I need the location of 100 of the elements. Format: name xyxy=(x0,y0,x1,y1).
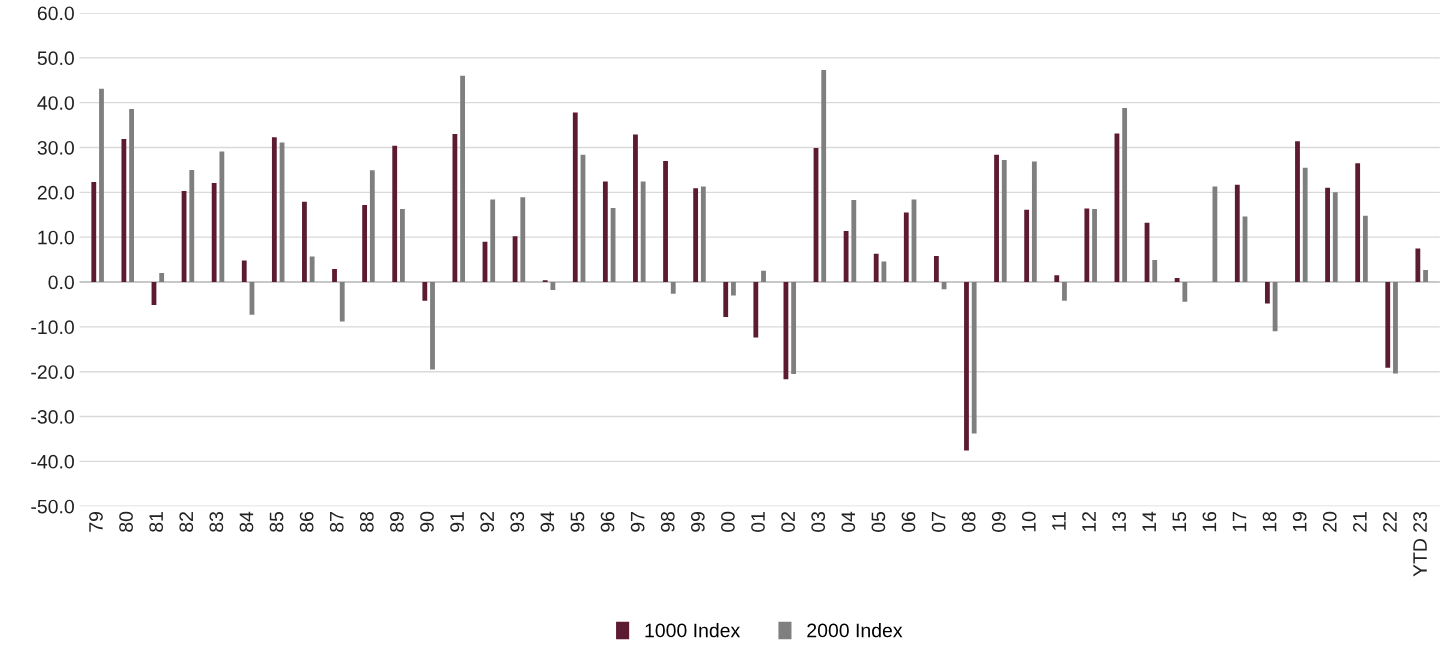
x-tick-label: 01 xyxy=(751,512,765,532)
x-tick-label: 20 xyxy=(1322,511,1337,532)
bar xyxy=(964,282,969,451)
x-tick-label: 05 xyxy=(871,511,886,532)
y-tick-label: 60.0 xyxy=(37,6,74,21)
x-tick-label: 85 xyxy=(269,511,284,532)
bar xyxy=(1122,108,1128,283)
x-tick-label: 16 xyxy=(1202,511,1217,532)
bar xyxy=(1325,187,1330,283)
bar xyxy=(761,270,766,283)
bar xyxy=(520,197,526,283)
x-tick-label: 22 xyxy=(1383,512,1397,532)
bar xyxy=(723,282,729,317)
y-tick-label: 50.0 xyxy=(37,51,74,66)
bar xyxy=(1264,282,1270,304)
bar xyxy=(309,256,315,283)
bar xyxy=(550,282,556,291)
bar xyxy=(1031,161,1037,283)
bar xyxy=(633,134,638,283)
bar xyxy=(362,204,368,283)
bar xyxy=(219,151,225,283)
bar xyxy=(1302,167,1308,283)
legend-label: 2000 Index xyxy=(807,623,903,638)
x-tick-label: 97 xyxy=(630,512,645,532)
bar xyxy=(572,112,578,283)
x-tick-label: 12 xyxy=(1082,512,1096,532)
bar xyxy=(903,212,909,283)
x-tick-label: 15 xyxy=(1172,511,1187,532)
bar xyxy=(1415,248,1421,283)
x-tick-label: 89 xyxy=(390,512,404,532)
bar xyxy=(1054,275,1060,283)
x-tick-label: 92 xyxy=(480,512,495,532)
bar xyxy=(189,169,195,283)
bar xyxy=(1385,282,1391,368)
bar xyxy=(1182,282,1188,302)
y-tick-label: 10.0 xyxy=(38,230,74,245)
bar xyxy=(1001,160,1007,283)
x-tick-label: 95 xyxy=(570,511,585,532)
x-tick-label: 79 xyxy=(89,512,103,532)
bar xyxy=(1272,282,1278,332)
bar xyxy=(933,256,939,283)
bar xyxy=(1393,282,1398,374)
x-tick-label: 13 xyxy=(1112,511,1126,532)
bar xyxy=(791,282,797,374)
x-tick-label: 80 xyxy=(119,511,133,532)
bar xyxy=(129,108,134,283)
x-tick-label: 21 xyxy=(1352,512,1367,532)
bar xyxy=(693,188,699,283)
y-tick-label: -30.0 xyxy=(31,410,74,424)
bar xyxy=(1092,208,1097,283)
x-tick-label: 03 xyxy=(811,511,826,532)
x-tick-label: YTD 23 xyxy=(1413,511,1427,577)
bar xyxy=(452,134,458,283)
x-tick-label: 88 xyxy=(359,511,374,532)
bar xyxy=(753,282,759,338)
x-tick-label: 11 xyxy=(1052,512,1066,530)
bar xyxy=(460,75,466,283)
bar xyxy=(1362,215,1368,283)
bar xyxy=(1234,184,1240,283)
bar xyxy=(271,137,277,283)
x-tick-label: 00 xyxy=(721,511,735,532)
bar xyxy=(1423,269,1428,283)
x-tick-label: 09 xyxy=(991,512,1006,532)
x-tick-label: 17 xyxy=(1232,512,1247,532)
x-tick-label: 08 xyxy=(961,511,976,532)
bar xyxy=(670,282,676,294)
x-tick-label: 84 xyxy=(239,511,254,532)
bar xyxy=(731,282,736,296)
bar xyxy=(843,230,849,283)
x-tick-label: 10 xyxy=(1021,511,1036,532)
x-tick-label: 07 xyxy=(931,512,946,532)
x-tick-label: 98 xyxy=(660,511,675,532)
x-tick-label: 81 xyxy=(149,512,164,532)
bar xyxy=(1024,209,1030,283)
bar xyxy=(211,182,217,283)
x-tick-label: 99 xyxy=(690,512,705,532)
bar xyxy=(851,199,857,283)
y-tick-label: -40.0 xyxy=(31,454,74,469)
bar xyxy=(873,253,879,283)
bar xyxy=(1084,208,1090,283)
x-tick-label: 19 xyxy=(1292,512,1307,532)
bar xyxy=(159,273,165,283)
bar xyxy=(121,138,127,283)
x-tick-label: 93 xyxy=(510,511,525,532)
bar xyxy=(369,170,375,283)
x-tick-label: 02 xyxy=(781,512,795,532)
bar xyxy=(1174,277,1180,283)
bar xyxy=(971,282,977,434)
y-tick-label: 20.0 xyxy=(37,185,74,200)
bar xyxy=(332,269,337,283)
bar xyxy=(821,69,827,283)
bar xyxy=(881,261,887,283)
y-tick-label: -20.0 xyxy=(31,365,74,379)
x-tick-label: 86 xyxy=(299,511,314,532)
bar xyxy=(1332,192,1338,283)
x-tick-label: 83 xyxy=(209,511,224,532)
x-tick-label: 91 xyxy=(450,512,464,532)
bar xyxy=(700,186,706,283)
x-tick-label: 82 xyxy=(179,512,194,532)
bar xyxy=(994,154,999,283)
